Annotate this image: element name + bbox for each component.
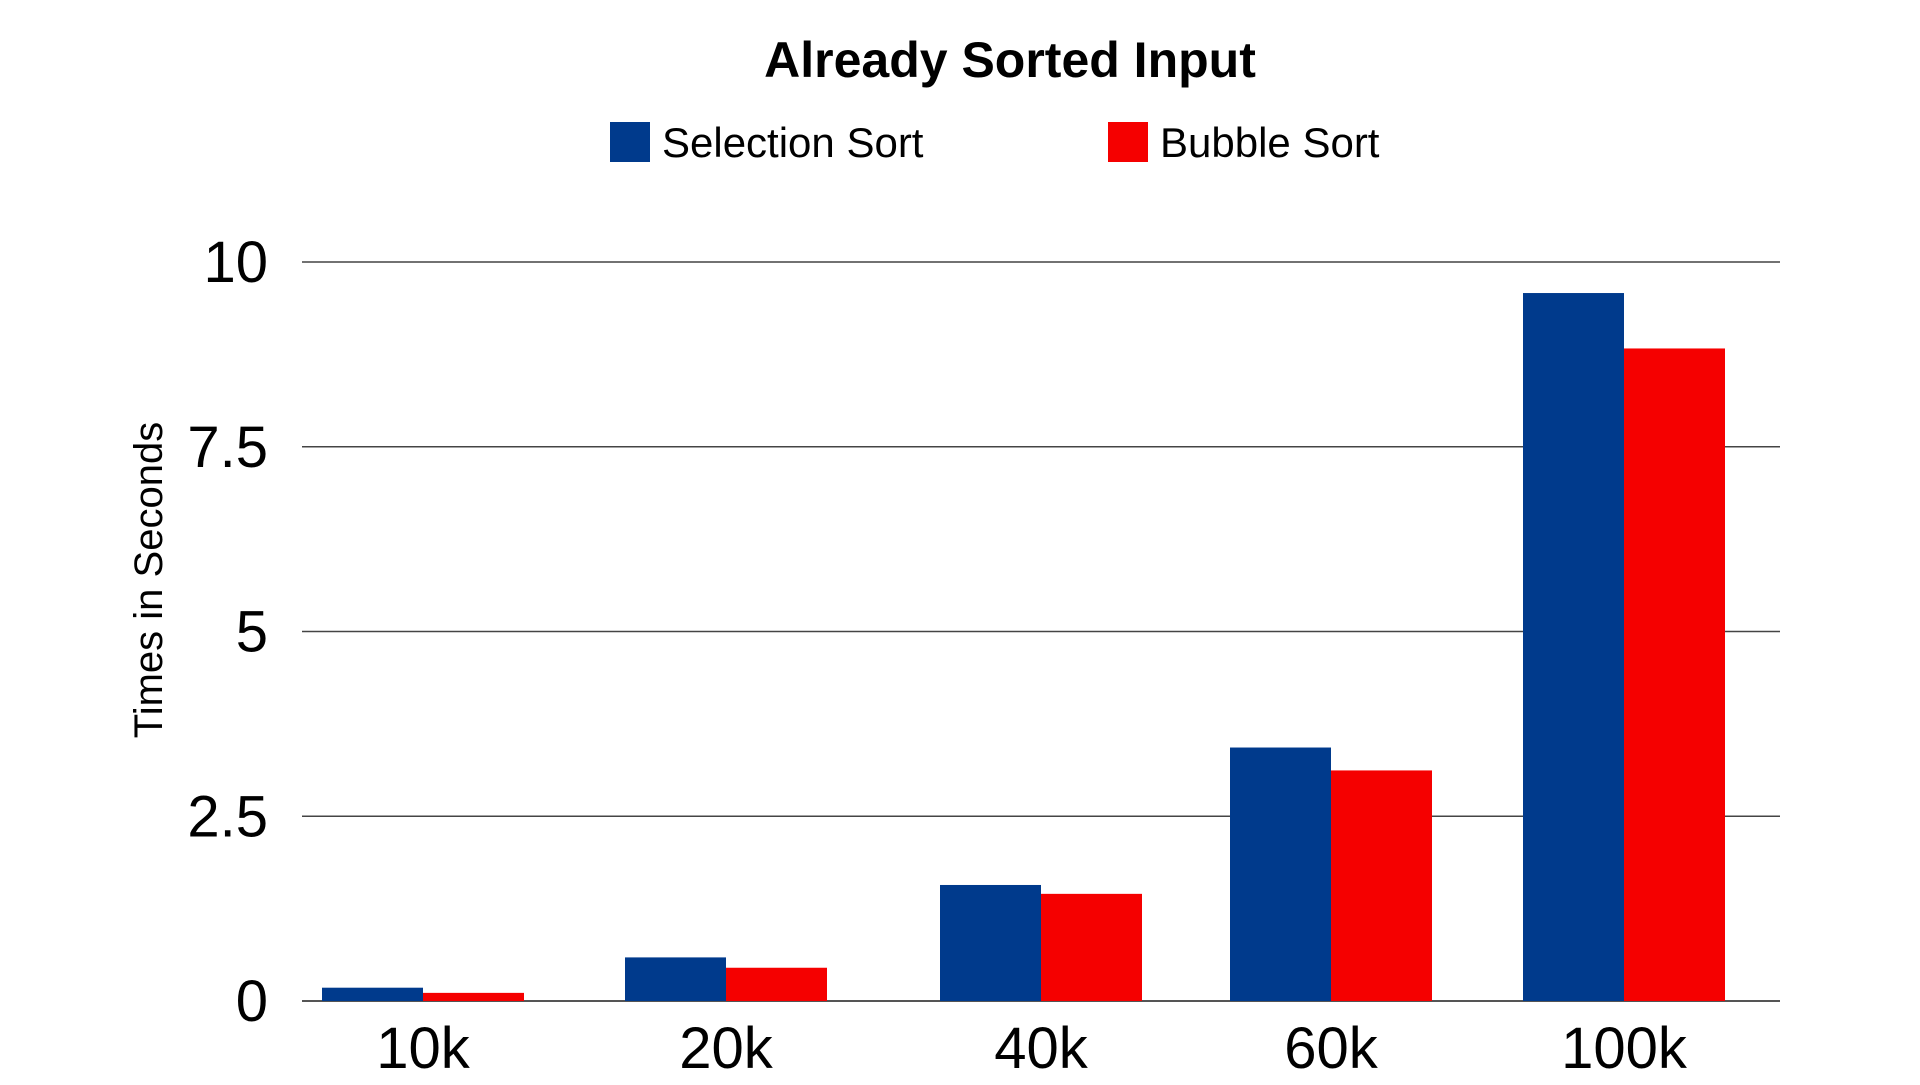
x-tick-label: 100k	[1561, 1016, 1688, 1080]
legend-swatch-bubble-sort	[1108, 122, 1148, 162]
y-tick-label: 2.5	[187, 784, 268, 849]
x-tick-label: 40k	[994, 1016, 1089, 1080]
x-tick-label: 60k	[1284, 1016, 1379, 1080]
bar-selection-sort-40k	[940, 884, 1041, 1001]
bar-selection-sort-60k	[1230, 747, 1331, 1001]
x-tick-labels: 10k 20k 40k 60k 100k	[376, 1016, 1688, 1081]
bar-bubble-sort-20k	[726, 967, 827, 1001]
bar-bubble-sort-60k	[1331, 770, 1432, 1001]
legend-label-selection-sort: Selection Sort	[662, 119, 924, 166]
bar-selection-sort-20k	[625, 957, 726, 1001]
legend-swatch-selection-sort	[610, 122, 650, 162]
y-tick-label: 0	[236, 969, 268, 1034]
legend: Selection Sort Bubble Sort	[610, 119, 1380, 166]
y-tick-label: 7.5	[187, 415, 268, 480]
y-tick-label: 5	[236, 600, 268, 665]
y-axis-label: Times in Seconds	[127, 422, 171, 738]
bar-bubble-sort-100k	[1624, 348, 1725, 1001]
legend-label-bubble-sort: Bubble Sort	[1160, 119, 1380, 166]
bars	[322, 293, 1725, 1002]
bar-selection-sort-100k	[1523, 293, 1624, 1002]
x-tick-label: 10k	[376, 1016, 471, 1080]
bar-selection-sort-10k	[322, 987, 423, 1001]
bar-bubble-sort-10k	[423, 992, 524, 1001]
chart-title: Already Sorted Input	[764, 32, 1256, 88]
y-tick-labels: 0 2.5 5 7.5 10	[187, 230, 268, 1034]
y-tick-label: 10	[203, 230, 268, 295]
bar-bubble-sort-40k	[1041, 893, 1142, 1001]
x-tick-label: 20k	[679, 1016, 774, 1080]
